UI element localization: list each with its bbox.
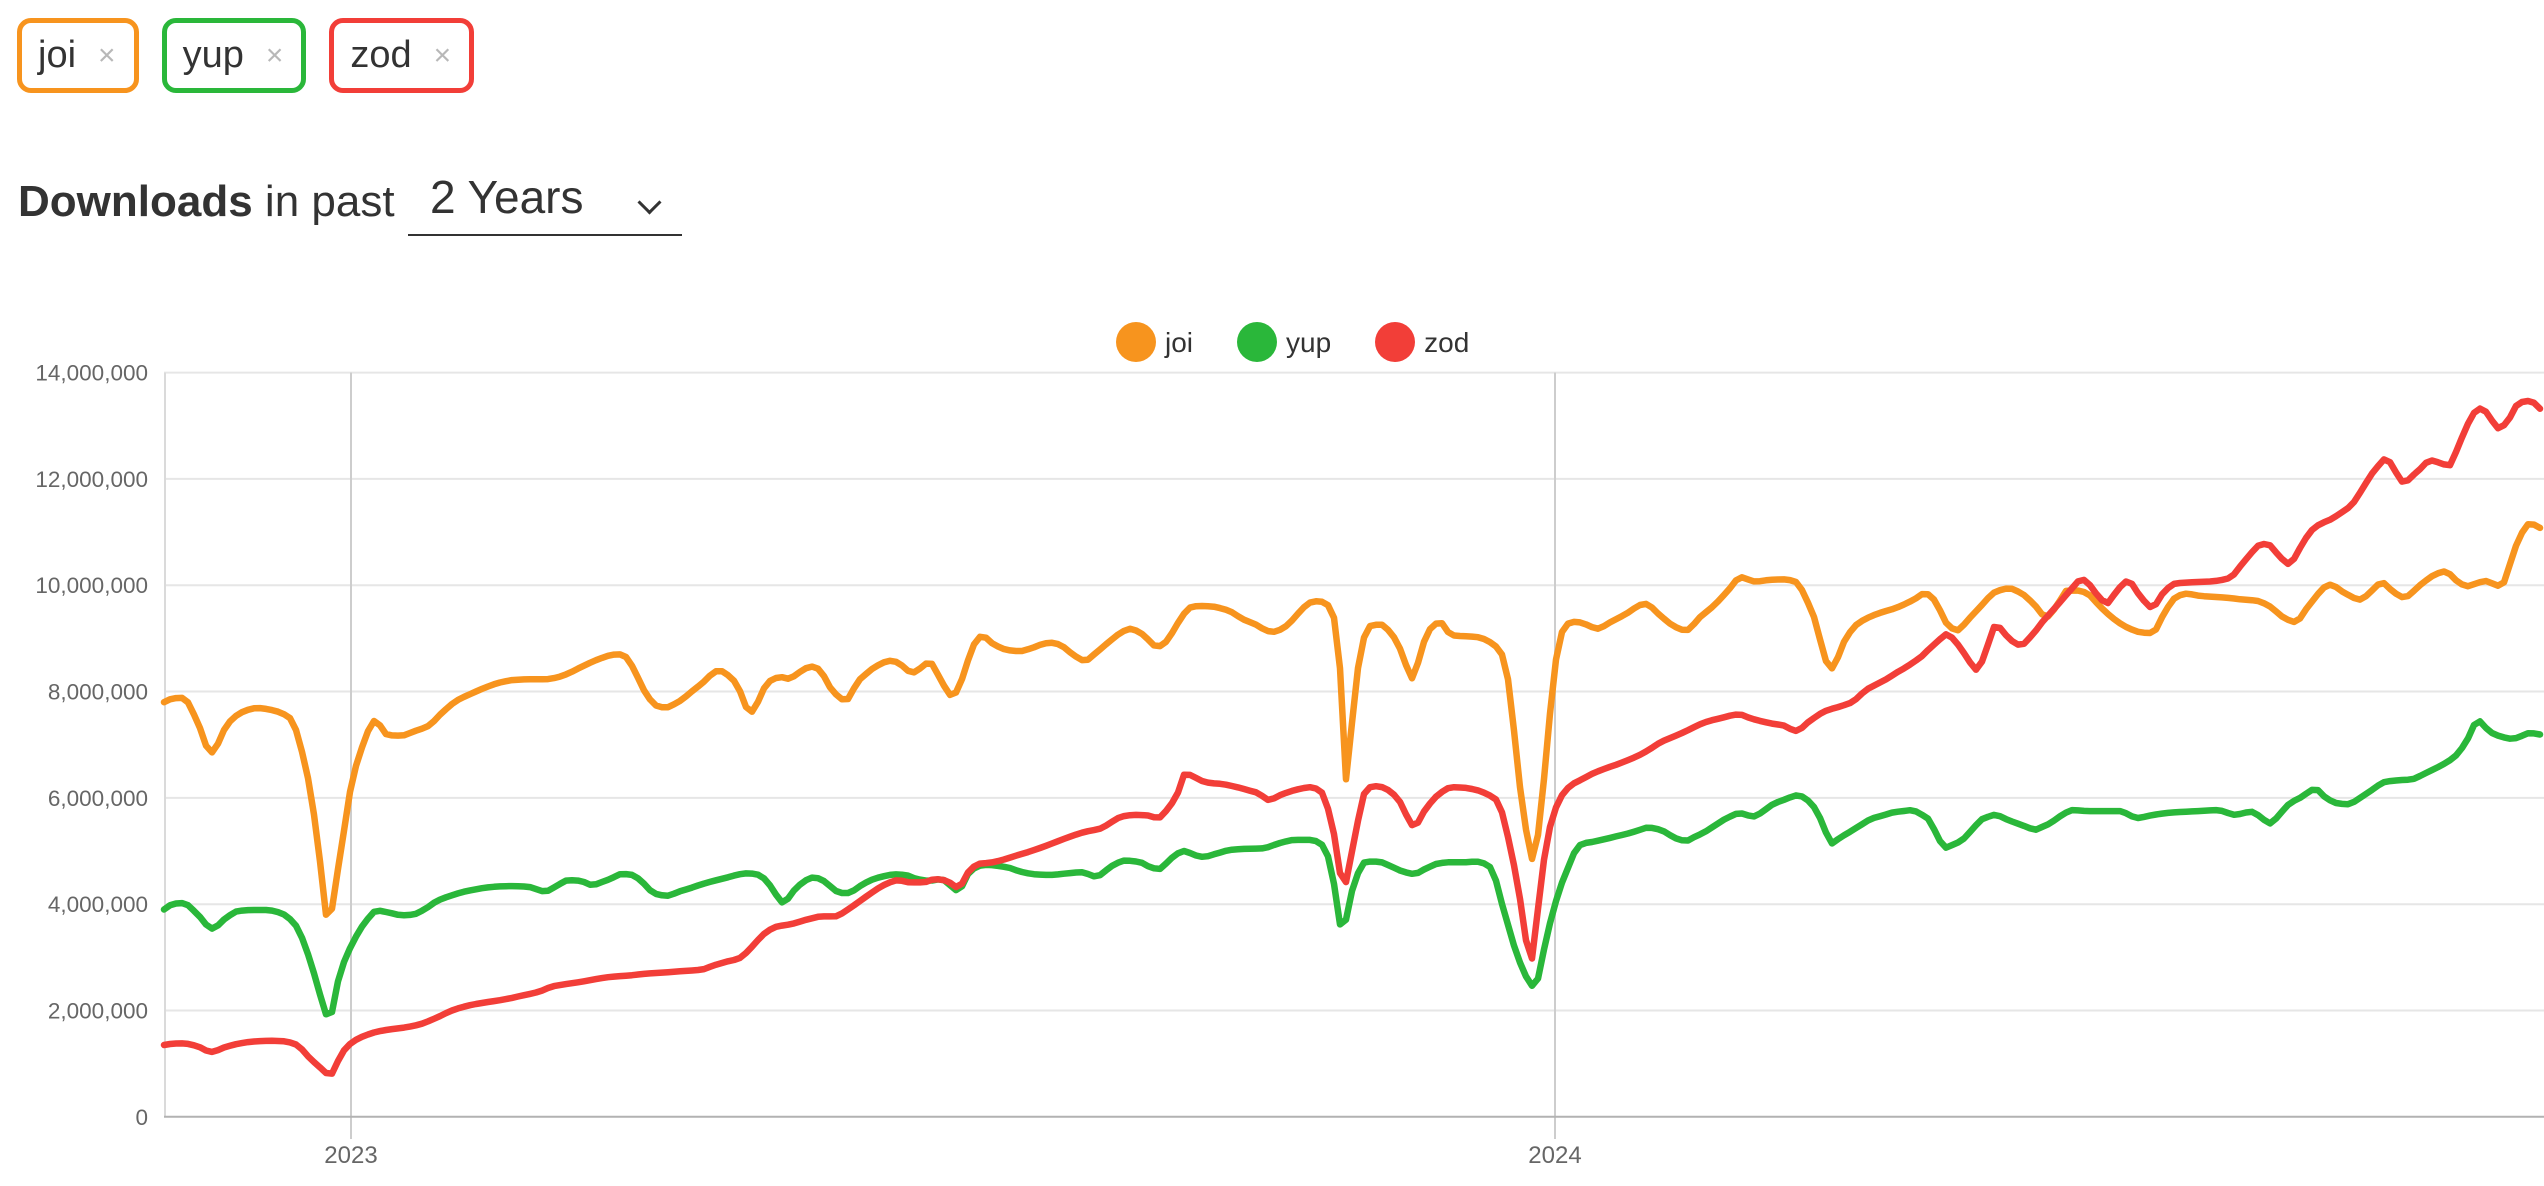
svg-text:2,000,000: 2,000,000 — [48, 999, 148, 1024]
svg-text:6,000,000: 6,000,000 — [48, 786, 148, 811]
svg-text:10,000,000: 10,000,000 — [35, 573, 148, 598]
svg-text:4,000,000: 4,000,000 — [48, 892, 148, 917]
svg-text:0: 0 — [135, 1105, 148, 1130]
svg-text:2024: 2024 — [1528, 1142, 1581, 1169]
svg-text:14,000,000: 14,000,000 — [35, 361, 148, 386]
svg-text:12,000,000: 12,000,000 — [35, 467, 148, 492]
svg-text:2023: 2023 — [324, 1142, 377, 1169]
svg-text:8,000,000: 8,000,000 — [48, 680, 148, 705]
